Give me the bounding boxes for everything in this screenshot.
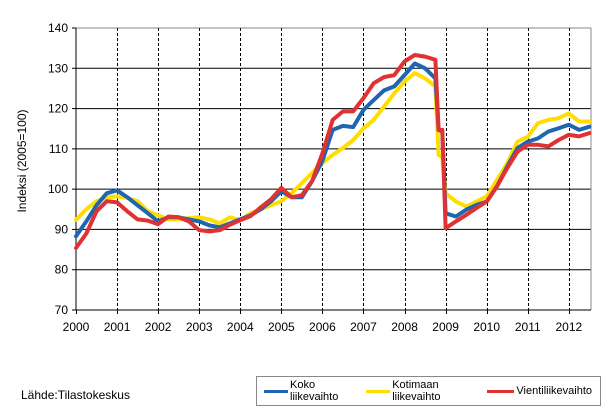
x-tick-label: 2011	[515, 320, 541, 334]
x-tick-label: 2000	[63, 320, 90, 334]
x-tick-label: 2009	[432, 320, 459, 334]
x-tick-label: 2001	[104, 320, 131, 334]
y-tick-label: 100	[48, 182, 68, 196]
x-tick-label: 2008	[391, 320, 418, 334]
x-tick-label: 2006	[309, 320, 336, 334]
y-tick-label: 130	[48, 61, 68, 75]
legend-label: Koko liikevaihto	[290, 379, 339, 403]
legend-label: Kotimaan liikevaihto	[392, 379, 441, 403]
y-tick-label: 70	[55, 303, 69, 317]
x-tick-label: 2010	[473, 320, 500, 334]
legend-swatch	[487, 389, 515, 393]
y-tick-label: 110	[49, 142, 68, 156]
source-note: Lähde:Tilastokeskus	[21, 388, 130, 402]
legend: Koko liikevaihto Kotimaan liikevaihto Vi…	[256, 376, 601, 406]
legend-item-koko: Koko liikevaihto	[264, 379, 358, 403]
series-line-2	[74, 53, 592, 250]
legend-swatch	[264, 389, 289, 393]
x-tick-label: 2007	[350, 320, 377, 334]
x-tick-label: 2012	[555, 320, 582, 334]
y-tick-label: 140	[48, 21, 68, 35]
y-tick-label: 120	[48, 102, 68, 116]
legend-swatch	[366, 389, 391, 393]
x-tick-label: 2005	[268, 320, 295, 334]
x-tick-label: 2003	[186, 320, 213, 334]
legend-item-kotimaan: Kotimaan liikevaihto	[366, 379, 479, 403]
x-tick-label: 2002	[145, 320, 172, 334]
y-tick-label: 90	[55, 222, 69, 236]
x-tick-label: 2004	[227, 320, 254, 334]
series-line-1	[74, 71, 592, 226]
legend-item-vienti: Vientiliikevaihto	[487, 385, 592, 397]
legend-label: Vientiliikevaihto	[516, 385, 592, 397]
y-axis-label: Indeksi (2005=100)	[15, 109, 29, 213]
y-tick-label: 80	[55, 263, 69, 277]
